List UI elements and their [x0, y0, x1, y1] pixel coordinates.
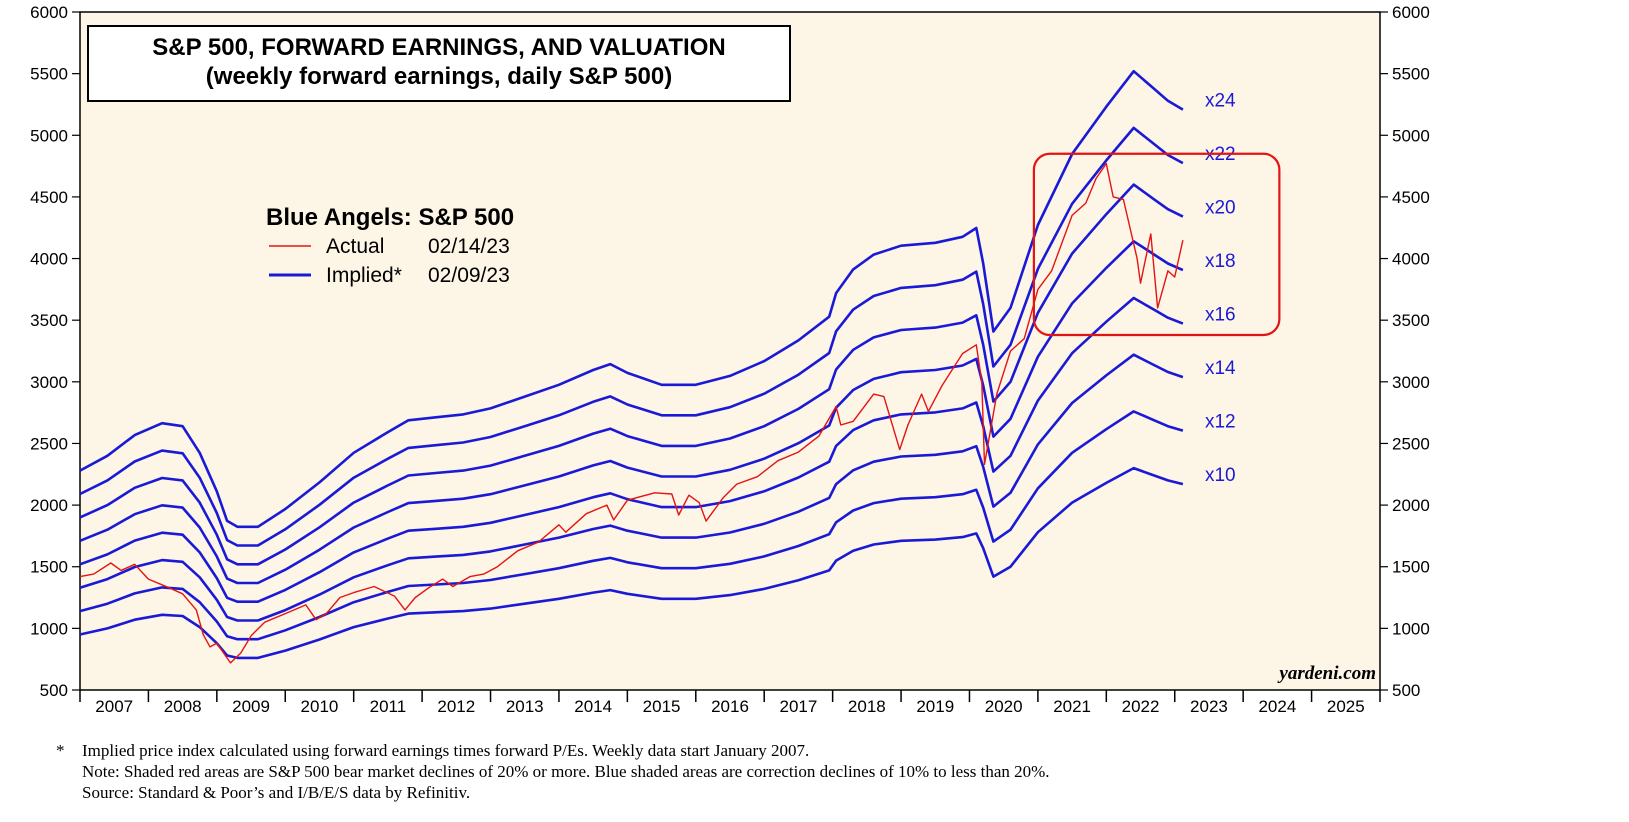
sp500-valuation-chart: 500 1000 1500 2000 2500 3000 3500 4000 4500 5000 5… [30, 3, 1430, 716]
highlight-box [1032, 152, 1281, 337]
x-tick-label: 2019 [916, 697, 954, 716]
legend-title: Blue Angels: S&P 500 [266, 204, 514, 231]
x-tick-label: 2009 [232, 697, 270, 716]
implied-line-x18 [79, 240, 1184, 585]
x-tick-label: 2014 [574, 697, 612, 716]
x-tick-label: 2007 [95, 697, 133, 716]
plot-background [79, 11, 1381, 691]
source-credit: yardeni.com [1277, 663, 1376, 684]
x-tick-label: 2010 [301, 697, 339, 716]
y-tick-label-right: 3500 [1392, 311, 1430, 330]
multiple-label-x16: x16 [1205, 305, 1236, 326]
y-axis-left: 500 1000 1500 2000 2500 3000 3500 4000 4500 5000 5… [30, 3, 80, 700]
y-tick-label-right: 1500 [1392, 558, 1430, 577]
x-tick-label: 2013 [506, 697, 544, 716]
x-tick-label: 2015 [643, 697, 681, 716]
legend-implied-date: 02/09/23 [428, 264, 510, 287]
x-tick-label: 2023 [1190, 697, 1228, 716]
y-tick-label-right: 6000 [1392, 3, 1430, 22]
y-tick-label-left: 3500 [30, 311, 68, 330]
y-tick-label-left: 1500 [30, 558, 68, 577]
x-tick-label: 2012 [437, 697, 475, 716]
y-tick-label-right: 5000 [1392, 126, 1430, 145]
footnote-line-1: Implied price index calculated using for… [82, 741, 810, 760]
footnote-line-2: Note: Shaded red areas are S&P 500 bear … [82, 762, 1050, 781]
x-tick-label: 2020 [985, 697, 1023, 716]
y-tick-label-left: 4000 [30, 250, 68, 269]
footnotes: * Implied price index calculated using f… [56, 740, 1596, 803]
y-tick-label-left: 4500 [30, 188, 68, 207]
y-tick-label-right: 5500 [1392, 65, 1430, 84]
y-tick-label-left: 5000 [30, 126, 68, 145]
y-tick-label-left: 6000 [30, 3, 68, 22]
x-tick-label: 2022 [1122, 697, 1160, 716]
implied-line-x20 [79, 183, 1184, 566]
multiple-label-x20: x20 [1205, 198, 1236, 219]
multiple-label-x24: x24 [1205, 91, 1236, 112]
y-tick-label-left: 3000 [30, 373, 68, 392]
legend-actual-label: Actual [326, 235, 384, 258]
y-tick-label-left: 2500 [30, 434, 68, 453]
x-tick-label: 2024 [1258, 697, 1296, 716]
y-tick-label-right: 4000 [1392, 250, 1430, 269]
implied-line-x12 [79, 410, 1184, 641]
multiple-label-x12: x12 [1205, 412, 1236, 433]
legend: Blue Angels: S&P 500 Actual 02/14/23 Imp… [266, 204, 514, 287]
y-tick-label-right: 4500 [1392, 188, 1430, 207]
y-tick-label-left: 2000 [30, 496, 68, 515]
y-tick-label-right: 2000 [1392, 496, 1430, 515]
actual-series-group [79, 162, 1184, 664]
x-tick-label: 2018 [848, 697, 886, 716]
x-tick-label: 2017 [780, 697, 818, 716]
x-tick-label: 2011 [370, 697, 407, 716]
y-tick-label-right: 2500 [1392, 434, 1430, 453]
multiple-label-x10: x10 [1205, 465, 1236, 486]
implied-line-x10 [79, 466, 1184, 660]
chart-title: S&P 500, FORWARD EARNINGS, AND VALUATION [152, 34, 725, 61]
implied-line-x24 [79, 69, 1184, 529]
footnote-line-3: Source: Standard & Poor’s and I/B/E/S da… [82, 783, 471, 802]
x-tick-label: 2021 [1053, 697, 1091, 716]
legend-implied-label: Implied* [326, 264, 402, 287]
implied-line-x14 [79, 353, 1184, 622]
y-axis-right: 500 1000 1500 2000 2500 3000 3500 4000 4500 5000 5… [1380, 3, 1430, 700]
x-axis: 2007 2008 2009 2010 2011 2012 2013 2014 2015 2016… [79, 690, 1381, 716]
x-tick-label: 2025 [1327, 697, 1365, 716]
y-tick-label-left: 5500 [30, 65, 68, 84]
multiple-label-x18: x18 [1205, 251, 1236, 272]
x-tick-label: 2016 [711, 697, 749, 716]
x-tick-label: 2008 [164, 697, 202, 716]
implied-line-x16 [79, 296, 1184, 604]
y-tick-label-right: 1000 [1392, 619, 1430, 638]
chart-subtitle: (weekly forward earnings, daily S&P 500) [206, 63, 672, 90]
legend-actual-date: 02/14/23 [428, 235, 510, 258]
multiple-label-x14: x14 [1205, 358, 1236, 379]
implied-series-group [79, 69, 1184, 660]
y-tick-label-right: 500 [1392, 681, 1420, 700]
actual-sp500-line [79, 162, 1184, 664]
y-tick-label-right: 3000 [1392, 373, 1430, 392]
y-tick-label-left: 500 [40, 681, 68, 700]
title-box: S&P 500, FORWARD EARNINGS, AND VALUATION… [87, 25, 791, 102]
implied-line-x22 [79, 126, 1184, 547]
y-tick-label-left: 1000 [30, 619, 68, 638]
footnote-star: * [56, 741, 65, 760]
